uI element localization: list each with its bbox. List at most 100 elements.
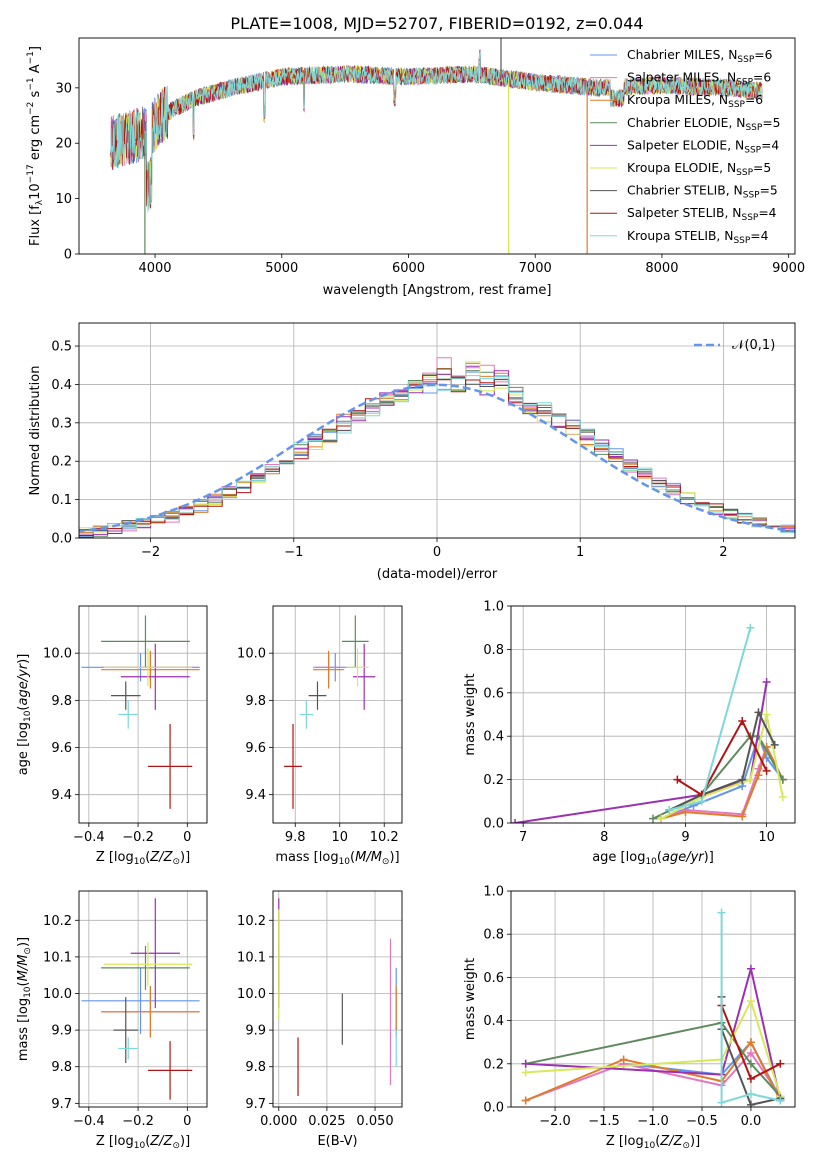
y-tick-label: 0.0 [483,1101,504,1116]
y-tick-label: 10.1 [237,950,266,965]
x-tick-label: 10 [331,830,348,845]
y-axis-label: Flux [fλ10−17 erg cm−2 s−1 A−1] [26,46,45,246]
y-tick-label: 0.1 [51,493,72,508]
x-tick-label: −0.4 [73,830,105,845]
axes-frame [78,37,796,255]
errorbars [284,615,376,809]
x-tick-label: 10.2 [370,830,399,845]
errorbars [278,898,397,1097]
weight-marker [762,677,771,686]
y-tick-label: 10.0 [237,987,266,1002]
mass-vs-metallicity-panel: −0.4 −0.2 0 9.7 9.8 9.9 10.0 10.1 10.2 Z [log10(Z… [16,890,208,1151]
legend-subscript: SSP [744,145,761,155]
y-tick-label: 0.2 [483,1057,504,1072]
errorbars [81,615,200,809]
residual-histogram-panel: −2 −1 0 1 2 0.0 0.1 0.2 0.3 0.4 0.5 𝒩(0,1) (data-mod… [28,322,796,582]
x-axis-label: E(B-V) [317,1134,357,1149]
y-tick-label: 9.9 [245,1024,266,1039]
weight-marker [762,766,771,775]
weight-marker [665,805,674,814]
legend-subscript: SSP [736,168,753,178]
y-tick-label: 9.6 [51,741,72,756]
weight-marker [778,792,787,801]
legend-entry: Salpeter MILES, NSSP=6 [627,71,771,88]
weight-marker [746,1090,755,1099]
mass-weight-vs-metallicity-panel: −2.0 −1.5 −1.0 −0.5 0.0 0.0 0.2 0.4 0.6 0.8 1.0 Z [… [463,885,796,1151]
legend-count: =4 [750,229,768,243]
y-tick-label: 0.2 [483,773,504,788]
weight-marker [511,819,520,823]
x-tick-label: −1.5 [588,1114,620,1129]
y-tick-label: 9.4 [51,788,72,803]
weight-marker [776,1096,785,1105]
weight-marker [521,1096,530,1105]
weight-marker [776,1059,785,1068]
y-tick-label: 0.4 [483,1014,504,1029]
legend: Chabrier MILES, NSSP=6 Salpeter MILES, NS… [590,48,780,246]
y-axis-label: Normed distribution [28,366,43,496]
x-axis-label: wavelength [Angstrom, rest frame] [323,283,552,298]
axes-frame [510,605,796,824]
legend-count: =6 [753,71,771,85]
y-tick-label: 9.8 [245,1060,266,1075]
x-tick-label: −2.0 [539,1114,571,1129]
legend-count: =4 [761,138,779,152]
histogram-step [79,374,795,537]
weight-marker [697,797,706,806]
weight-line [660,744,784,820]
y-tick-label: 0.4 [483,730,504,745]
y-tick-label: 10.1 [43,950,72,965]
x-tick-label: 7000 [519,261,552,276]
x-tick-label: 7 [519,830,527,845]
spectrum-lines [110,38,763,254]
legend-entry: Kroupa ELODIE, NSSP=5 [627,161,771,178]
legend-entry: Salpeter ELODIE, NSSP=4 [627,138,779,155]
weight-marker [619,1055,628,1064]
weight-line [525,998,782,1097]
x-tick-label: 0.0 [741,1114,762,1129]
x-tick-label: 6000 [392,261,425,276]
y-tick-label: 10.0 [237,647,266,662]
y-tick-label: 30 [55,81,72,96]
x-tick-label: 0 [183,830,191,845]
y-tick-label: 0.8 [483,928,504,943]
weight-marker [746,1074,755,1083]
legend-count: =5 [762,116,780,130]
axes-frame [78,322,796,539]
x-tick-label: −0.2 [122,1114,154,1129]
x-tick-label: −0.2 [122,830,154,845]
weight-line [720,912,781,1105]
y-tick-label: 0.5 [51,340,72,355]
x-tick-label: 0.025 [308,1114,345,1129]
legend-count: =6 [754,48,772,62]
weight-line [525,968,782,1101]
x-tick-label: 5000 [265,261,298,276]
weight-marker [746,1038,755,1047]
legend-entry: Salpeter STELIB, NSSP=4 [627,206,777,223]
axes-frame [272,890,403,1108]
weight-marker [746,997,755,1006]
y-tick-label: 10.2 [237,914,266,929]
weight-lines [521,908,785,1107]
x-tick-label: 0.050 [356,1114,393,1129]
y-tick-label: 20 [55,137,72,152]
x-tick-label: −1.0 [637,1114,669,1129]
legend-count: =5 [753,161,771,175]
legend-entry: Kroupa STELIB, NSSP=4 [627,229,769,246]
y-tick-label: 0 [64,248,72,263]
x-tick-label: 2 [719,545,727,560]
y-tick-label: 9.4 [245,788,266,803]
legend-count: =6 [745,93,763,107]
x-tick-label: −2 [141,545,160,560]
y-tick-label: 9.9 [51,1024,72,1039]
legend-subscript: SSP [728,100,745,110]
y-tick-label: 0.0 [51,532,72,547]
x-tick-label: 10 [758,830,775,845]
weight-line [660,733,784,820]
weight-marker [738,717,747,726]
weight-line [676,718,768,797]
axes-frame [78,605,208,824]
axes-frame [78,890,208,1108]
legend-entry: 𝒩(0,1) [732,338,775,353]
